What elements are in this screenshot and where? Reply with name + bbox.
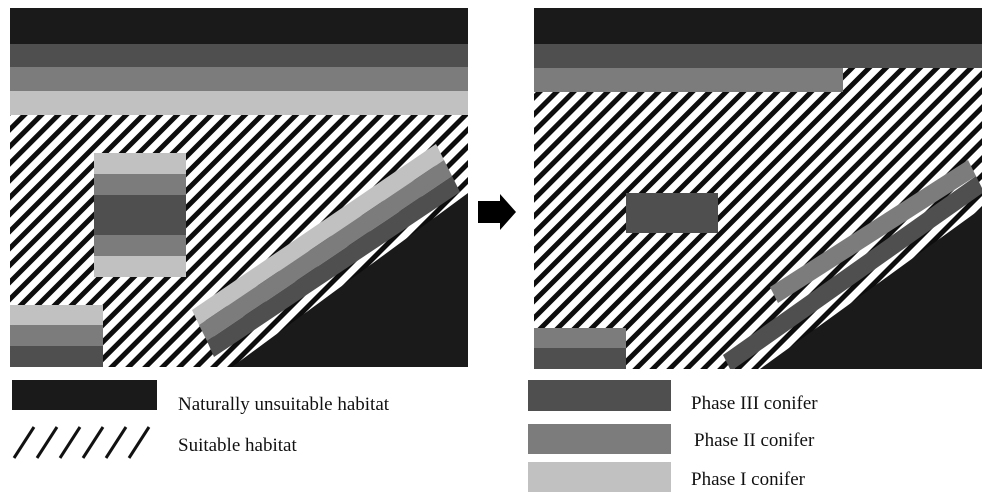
corner-phase1 xyxy=(10,305,103,325)
corner-phase3 xyxy=(10,346,103,367)
legend-swatch-phase1 xyxy=(528,462,671,492)
diagonal-ridge xyxy=(192,144,468,367)
patch-phase2-top xyxy=(94,174,186,195)
ridge-phase3 xyxy=(723,176,982,369)
phase3-band-top xyxy=(10,44,468,67)
legend-label-unsuitable: Naturally unsuitable habitat xyxy=(178,394,390,415)
ridge-phase2 xyxy=(199,160,452,341)
legend-label-phase2: Phase II conifer xyxy=(694,430,815,451)
ridge-phase3 xyxy=(207,176,460,357)
corner-phase3 xyxy=(534,348,626,369)
legend-swatch-unsuitable xyxy=(12,380,157,410)
ridge-phase2 xyxy=(770,160,976,303)
legend-label-suitable: Suitable habitat xyxy=(178,435,297,456)
patch-phase1-top xyxy=(94,153,186,174)
phase1-band-top xyxy=(10,91,468,115)
corner-phase2 xyxy=(10,325,103,346)
right-arrow-icon xyxy=(478,194,516,230)
patch-phase3-core xyxy=(94,195,186,235)
phase2-band-top xyxy=(534,68,843,92)
legend-swatch-phase3 xyxy=(528,380,671,411)
legend-label-phase1: Phase I conifer xyxy=(691,469,805,490)
unsuitable-band-top xyxy=(10,8,468,44)
unsuitable-corner xyxy=(232,193,468,367)
legend-label-phase3: Phase III conifer xyxy=(691,393,818,414)
after-panel xyxy=(534,8,982,369)
center-patch xyxy=(94,153,186,277)
legend-swatch-suitable xyxy=(12,426,151,459)
unsuitable-band-top xyxy=(534,8,982,44)
center-patch-phase3 xyxy=(626,193,718,233)
corner-patch xyxy=(10,305,103,367)
before-panel xyxy=(10,8,468,367)
patch-phase2-bottom xyxy=(94,235,186,256)
phase3-band-top xyxy=(534,44,982,68)
patch-phase1-bottom xyxy=(94,256,186,277)
ridge-phase1 xyxy=(192,144,444,325)
unsuitable-corner xyxy=(760,208,982,369)
phase2-band-top xyxy=(10,67,468,91)
corner-phase2 xyxy=(534,328,626,348)
corner-patch xyxy=(534,328,626,369)
diagonal-ridge xyxy=(723,160,982,369)
legend-swatch-phase2 xyxy=(528,424,671,454)
